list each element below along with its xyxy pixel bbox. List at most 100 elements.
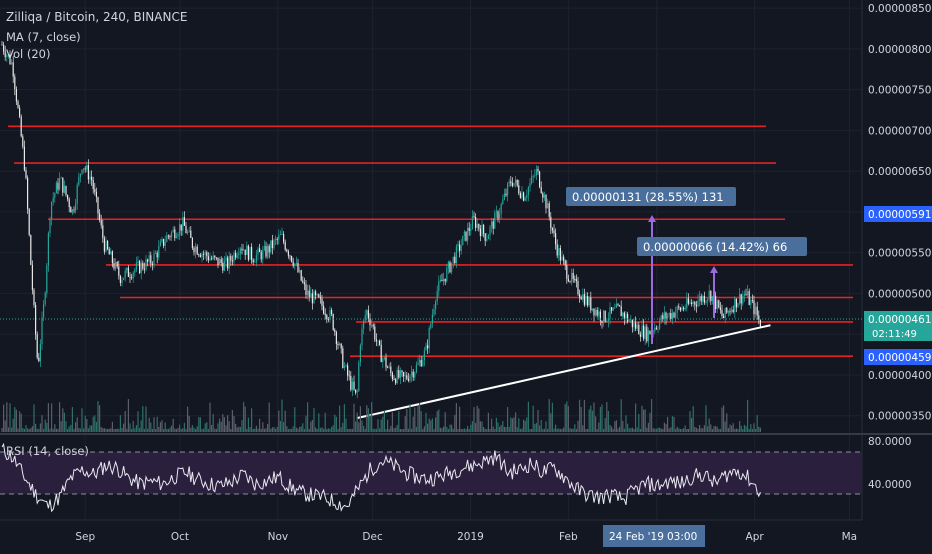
volume-bar [500, 425, 502, 432]
volume-bar [358, 422, 360, 432]
measure-label-1-text: 0.00000131 (28.55%) 131 [572, 190, 724, 204]
candle-body [287, 251, 289, 256]
candle-body [211, 258, 213, 260]
candle-body [439, 279, 441, 282]
volume-bar [539, 425, 541, 432]
volume-bar [398, 411, 400, 432]
candle-body [343, 366, 345, 368]
candle-body [267, 245, 269, 257]
volume-bar [76, 417, 78, 432]
volume-bar [556, 428, 558, 432]
volume-bar [572, 428, 574, 432]
volume-bar [582, 425, 584, 432]
candle-body [711, 295, 713, 302]
volume-bar [619, 426, 621, 432]
volume-bar [233, 415, 235, 432]
candle-body [319, 297, 321, 299]
candle-body [121, 279, 123, 284]
candle-body [708, 290, 710, 299]
candle-body [460, 245, 462, 251]
candle-body [318, 294, 320, 298]
candle-body [539, 171, 541, 188]
candle-body [299, 270, 301, 273]
candle-body [310, 293, 312, 297]
candle-body [427, 345, 429, 349]
volume-bar [12, 418, 14, 432]
volume-bar [495, 417, 497, 432]
volume-bar [515, 412, 517, 432]
volume-bar [281, 399, 283, 432]
volume-bar [547, 428, 549, 432]
candle-body [478, 223, 480, 229]
volume-bar [49, 428, 51, 432]
volume-indicator-label[interactable]: Vol (20) [6, 47, 50, 61]
candle-body [39, 344, 41, 362]
volume-bar [140, 420, 142, 432]
rsi-tick-40: 40.0000 [868, 479, 911, 491]
trendline[interactable] [356, 324, 771, 420]
candle-body [483, 224, 485, 234]
volume-bar [7, 427, 9, 432]
volume-bar [742, 428, 744, 432]
candle-body [473, 216, 475, 218]
candle-body [639, 334, 641, 337]
volume-bar [1, 427, 3, 432]
volume-bar [555, 424, 557, 432]
volume-bar [494, 428, 496, 432]
volume-bar [91, 425, 93, 432]
volume-bar [310, 421, 312, 432]
volume-bar [291, 428, 293, 432]
candle-body [193, 247, 195, 253]
volume-bar [110, 428, 112, 432]
volume-bar [428, 418, 430, 432]
volume-bar [356, 412, 358, 432]
volume-bar [180, 428, 182, 432]
rsi-indicator-label[interactable]: RSI (14, close) [6, 444, 89, 458]
volume-bar [67, 428, 69, 432]
measure-label-2[interactable]: 0.00000066 (14.42%) 66 [637, 237, 807, 256]
candle-body [31, 264, 33, 291]
symbol-title[interactable]: Zilliqa / Bitcoin, 240, BINANCE [6, 10, 187, 24]
volume-bar [671, 416, 673, 432]
candle-body [108, 248, 110, 255]
candle-body [116, 262, 118, 267]
volume-bar [535, 422, 537, 432]
volume-bar [68, 426, 70, 432]
volume-bar [726, 413, 728, 432]
candle-body [579, 294, 581, 298]
volume-bar [559, 428, 561, 432]
volume-bar [471, 421, 473, 432]
candle-body [683, 307, 685, 310]
candle-body [649, 330, 651, 335]
volume-bar [52, 428, 54, 432]
volume-bar [214, 428, 216, 432]
volume-bar [185, 428, 187, 432]
candle-body [604, 310, 606, 322]
candle-body [326, 315, 328, 320]
volume-bar [243, 401, 245, 432]
candle-body [667, 315, 669, 319]
volume-bar [129, 423, 131, 432]
candle-body [527, 187, 529, 196]
ma-indicator-label[interactable]: MA (7, close) [6, 30, 81, 44]
volume-bar [230, 428, 232, 432]
volume-bar [47, 403, 49, 432]
candle-body [183, 217, 185, 226]
volume-bar [148, 417, 150, 432]
candle-body [526, 195, 528, 199]
candle-body [115, 262, 117, 269]
candle-body [519, 193, 521, 198]
candle-body [15, 88, 17, 102]
volume-bar [105, 428, 107, 432]
candle-body [89, 176, 91, 180]
volume-bar [223, 417, 225, 432]
candle-body [455, 246, 457, 264]
volume-bar [92, 416, 94, 432]
volume-bar [99, 405, 101, 432]
candle-body [281, 234, 283, 235]
candle-body [351, 381, 353, 390]
measure-label-1[interactable]: 0.00000131 (28.55%) 131 [566, 187, 736, 206]
candle-body [463, 231, 465, 236]
candle-body [223, 261, 225, 271]
